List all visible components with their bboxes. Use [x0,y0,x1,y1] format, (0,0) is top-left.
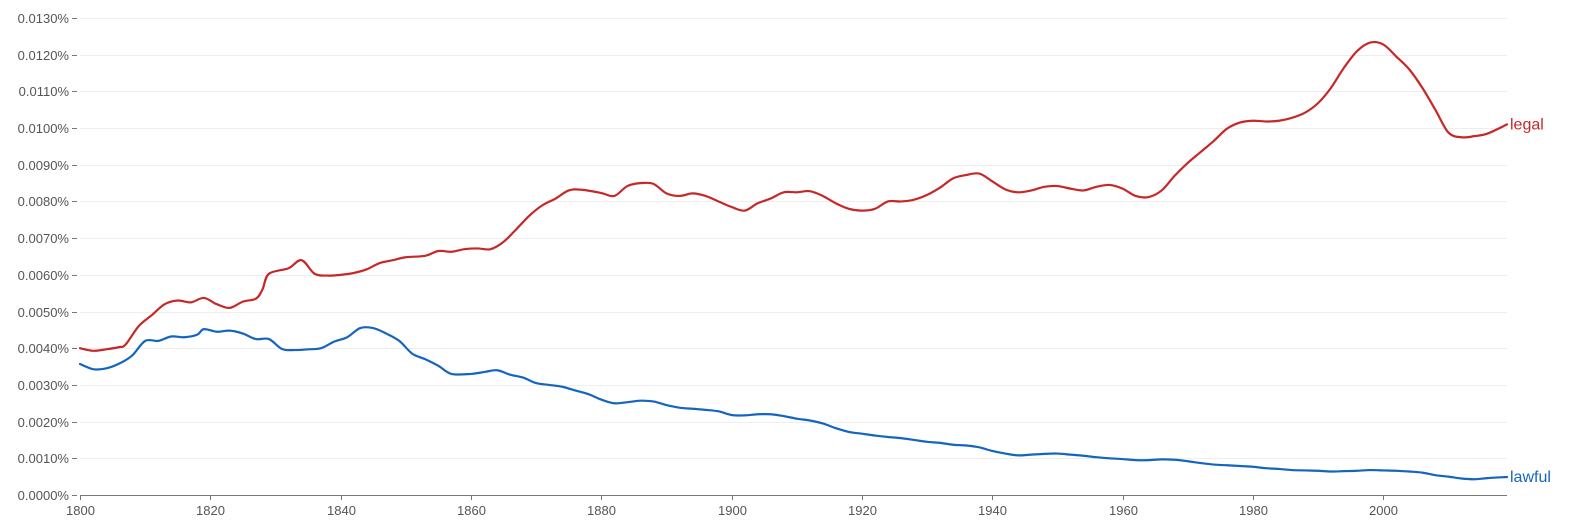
y-tick-label: 0.0010% [18,451,70,466]
y-tick-label: 0.0100% [18,121,70,136]
y-tick-label: 0.0070% [18,231,70,246]
x-tick-label: 1840 [327,503,356,518]
y-tick-label: 0.0080% [18,194,70,209]
gridlines [80,18,1507,459]
series-label-lawful[interactable]: lawful [1510,469,1551,486]
y-axis: 0.0000% 0.0010% 0.0020% 0.0030% 0.0040% 0.005… [18,11,77,503]
x-tick-label: 2000 [1369,503,1398,518]
series-label-legal[interactable]: legal [1510,116,1544,133]
x-axis: 1800 1820 1840 1860 1880 1900 1920 1940 1960 1980… [66,495,1507,518]
series-line-lawful[interactable] [78,326,1509,481]
x-tick-label: 1860 [457,503,486,518]
y-tick-label: 0.0030% [18,378,70,393]
y-tick-label: 0.0020% [18,415,70,430]
y-tick-label: 0.0130% [18,11,70,26]
y-tick-label: 0.0050% [18,305,70,320]
x-tick-label: 1920 [848,503,877,518]
y-tick-label: 0.0120% [18,48,70,63]
series-line-legal[interactable] [78,40,1509,352]
x-tick-label: 1880 [587,503,616,518]
x-tick-label: 1820 [196,503,225,518]
y-tick-label: 0.0040% [18,341,70,356]
x-tick-label: 1960 [1109,503,1138,518]
x-tick-label: 1800 [66,503,95,518]
series-lines [78,40,1509,481]
y-tick-label: 0.0110% [19,84,70,99]
x-tick-label: 1980 [1239,503,1268,518]
series-labels: legal lawful [1510,116,1551,486]
x-tick-label: 1900 [718,503,747,518]
y-tick-label: 0.0000% [18,488,70,503]
x-tick-label: 1940 [978,503,1007,518]
y-tick-label: 0.0090% [18,158,70,173]
y-tick-label: 0.0060% [18,268,70,283]
